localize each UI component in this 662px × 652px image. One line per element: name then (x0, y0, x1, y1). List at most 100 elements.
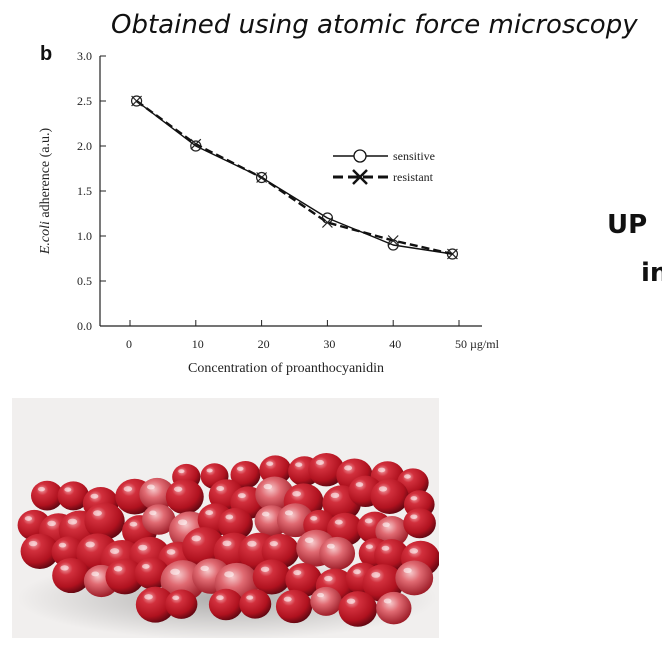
cranberry-highlight (377, 467, 386, 473)
cranberry-highlight (346, 598, 356, 604)
cranberry-highlight (365, 544, 373, 549)
cranberry-highlight (224, 571, 234, 578)
y-tick-label: 1.5 (77, 184, 92, 198)
cranberry (239, 589, 272, 619)
x-marker-stroke (387, 235, 399, 246)
cranberry (395, 560, 434, 596)
cranberry-highlight (138, 544, 148, 551)
side-text-line-1: UP (607, 210, 648, 240)
cranberry-highlight (93, 510, 102, 516)
cranberry-highlight (166, 549, 176, 555)
cranberry (165, 589, 198, 619)
cranberry-highlight (173, 486, 183, 492)
x-marker-stroke (352, 169, 368, 185)
legend-label-sensitive: sensitive (393, 149, 435, 163)
cranberry-highlight (266, 461, 274, 466)
cranberry-highlight (381, 545, 390, 551)
cranberry-highlight (316, 459, 325, 465)
cranberry-highlight (216, 486, 225, 491)
data-point-resistant (446, 248, 458, 260)
data-point-sensitive (130, 95, 143, 107)
cranberry-highlight (269, 541, 278, 547)
cranberry-highlight (284, 510, 293, 516)
cranberry-highlight (206, 468, 213, 473)
data-point-resistant (387, 235, 399, 246)
cranberry (370, 479, 409, 514)
cranberry-highlight (205, 510, 214, 516)
cranberry-highlight (334, 519, 343, 525)
cranberry-highlight (383, 598, 392, 604)
legend-marker-sensitive (353, 149, 367, 163)
cranberry (319, 536, 356, 570)
x-axis-label: Concentration of proanthocyanidin (188, 361, 384, 376)
cranberry-highlight (292, 490, 302, 497)
cranberry-highlight (60, 565, 69, 571)
x-marker-stroke (131, 95, 143, 107)
y-tick-label: 1.0 (77, 229, 92, 243)
cranberry-highlight (382, 522, 390, 528)
cranberry-highlight (24, 516, 33, 521)
cranberry-highlight (58, 542, 67, 548)
cranberries-photo (12, 398, 439, 638)
cranberry-highlight (216, 595, 224, 601)
cranberry-highlight (37, 486, 46, 492)
cranberry-highlight (247, 540, 257, 547)
cranberry-highlight (149, 510, 157, 516)
cranberry-highlight (129, 521, 138, 527)
adherence-line-chart: b 0.0 0.5 1.0 1.5 2.0 2.5 3.0 0 10 20 30 40 50 µg/ml C… (38, 43, 500, 376)
series-line-resistant (135, 100, 453, 256)
x-marker-stroke (446, 248, 458, 260)
cranberry-highlight (64, 487, 72, 492)
cranberry-highlight (237, 493, 246, 499)
cranberry-highlight (310, 516, 318, 521)
cranberry (376, 591, 412, 625)
cranberry-highlight (28, 540, 38, 547)
cranberry-highlight (170, 568, 181, 575)
cranberry (252, 559, 291, 595)
y-tick-label: 2.0 (77, 139, 92, 153)
cranberry-highlight (91, 571, 100, 577)
x-tick-label: 10 (192, 337, 204, 351)
cranberry-highlight (330, 492, 340, 499)
cranberry-highlight (410, 514, 418, 520)
x-tick-label: 40 (389, 337, 401, 351)
legend-label-resistant: resistant (393, 170, 434, 184)
cranberry-highlight (225, 514, 234, 520)
cranberry-highlight (236, 466, 244, 471)
cranberry-highlight (200, 565, 209, 572)
cranberry-highlight (293, 569, 302, 576)
cranberry-highlight (409, 548, 419, 554)
cranberry-highlight (353, 569, 361, 575)
y-tick-label: 3.0 (77, 49, 92, 63)
x-tick-label: 50 µg/ml (455, 337, 500, 351)
cranberry-highlight (146, 484, 155, 490)
cranberry (208, 588, 244, 621)
y-tick-label: 2.5 (77, 94, 92, 108)
cranberry-highlight (261, 511, 270, 517)
cranberry-highlight (113, 566, 123, 572)
panel-label: b (40, 43, 52, 65)
cranberry-highlight (364, 518, 373, 524)
cranberry-highlight (85, 541, 95, 548)
cranberry-highlight (90, 493, 99, 499)
cranberry-highlight (260, 566, 270, 572)
cranberry-highlight (371, 572, 381, 578)
cranberry (84, 502, 125, 540)
x-marker-stroke (256, 172, 268, 183)
series-line-sensitive (136, 100, 453, 255)
cranberry-highlight (344, 465, 353, 471)
cranberry-highlight (142, 564, 150, 569)
x-marker-stroke (190, 138, 202, 150)
cranberry-highlight (123, 486, 133, 492)
cranberry-highlight (67, 518, 78, 525)
cranberry-highlight (403, 474, 411, 479)
cranberry-highlight (317, 592, 324, 598)
cranberry-highlight (324, 575, 333, 582)
cranberry-highlight (177, 519, 188, 526)
cranberry-highlight (410, 496, 418, 501)
data-point-sensitive (256, 171, 268, 184)
x-tick-label: 20 (258, 337, 270, 351)
cranberry-highlight (304, 537, 314, 543)
cranberry-highlight (172, 595, 180, 601)
cranberry-highlight (355, 482, 364, 487)
